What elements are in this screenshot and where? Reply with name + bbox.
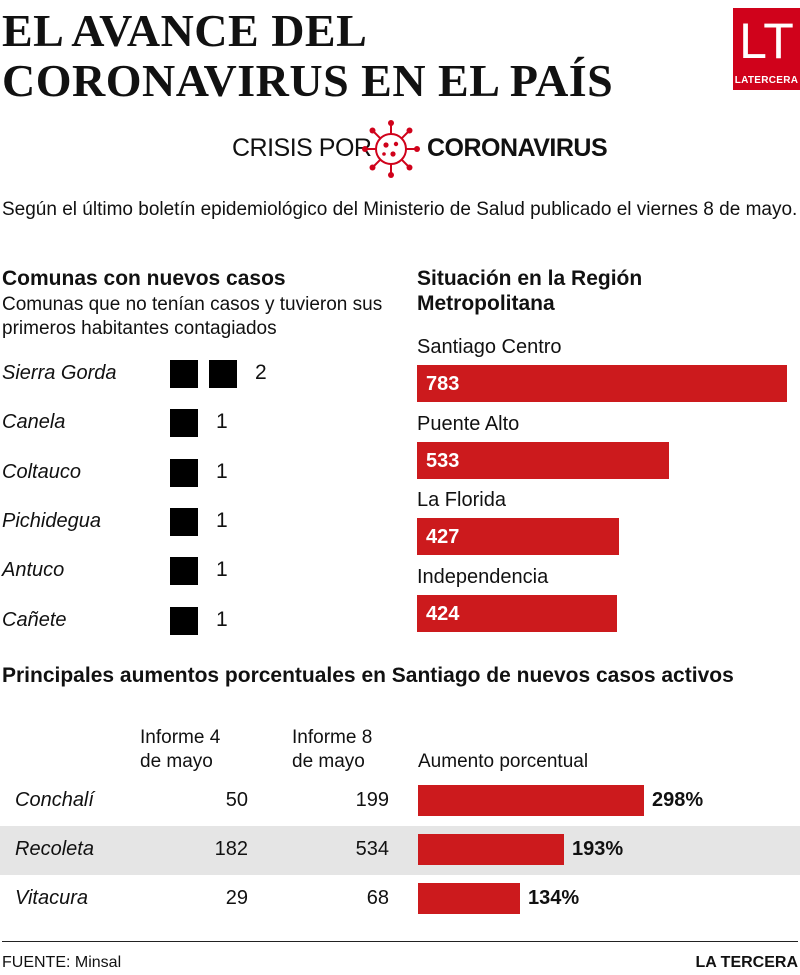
comuna-count-label: 2 (255, 361, 267, 384)
aumento-bar (418, 883, 520, 914)
crisis-prefix: CRISIS POR (232, 134, 372, 162)
aumento-bar (418, 785, 644, 816)
source-note: FUENTE: Minsal (2, 954, 122, 971)
crisis-banner: CRISIS POR CORONAVIRUS (0, 116, 800, 180)
logo-monogram: LT (739, 13, 794, 69)
comuna-label: Cañete (2, 609, 67, 631)
intro-text: Según el último boletín epidemiológico d… (2, 199, 798, 220)
logo-label: LATERCERA (734, 75, 799, 86)
rm-bar: 533 (417, 442, 669, 479)
table-cell-comuna: Vitacura (15, 887, 89, 909)
comuna-count-label: 1 (216, 460, 228, 483)
comuna-case-square (209, 360, 237, 388)
footer-divider (2, 941, 798, 942)
col-header-aumento: Aumento porcentual (418, 751, 589, 772)
crisis-brand: CORONAVIRUS (427, 134, 608, 162)
rm-category-label: Puente Alto (417, 413, 520, 435)
rm-value-label: 427 (426, 526, 460, 548)
table-cell-comuna: Conchalí (15, 789, 94, 811)
comunas-chart-subtitle: Comunas que no tenían casos y tuvieron s… (2, 294, 383, 339)
comuna-count-label: 1 (216, 509, 228, 532)
rm-value-label: 424 (426, 603, 460, 625)
coronavirus-icon (362, 120, 420, 178)
comuna-label: Antuco (2, 559, 65, 581)
comuna-case-square (170, 409, 198, 437)
comuna-label: Coltauco (2, 461, 81, 483)
table-row-shade (0, 826, 800, 875)
table-cell-comuna: Recoleta (15, 838, 94, 860)
rm-value-label: 783 (426, 373, 460, 395)
col-header-informe-8: Informe 8 de mayo (292, 727, 373, 772)
aumento-value-label: 193% (572, 838, 624, 860)
comuna-count-label: 1 (216, 608, 228, 631)
rm-category-label: Independencia (417, 566, 549, 588)
footer-brand: LA TERCERA (695, 954, 798, 971)
table-cell-informe-4: 29 (225, 887, 248, 909)
aumento-value-label: 134% (528, 887, 580, 909)
table-cell-informe-8: 68 (366, 887, 389, 909)
la-tercera-logo: LT LATERCERA (733, 8, 800, 90)
comuna-case-square (170, 557, 198, 585)
rm-bar: 783 (417, 365, 787, 402)
rm-bar: 427 (417, 518, 619, 555)
rm-value-label: 533 (426, 450, 460, 472)
col-header-informe-4: Informe 4 de mayo (140, 727, 221, 772)
comuna-count-label: 1 (216, 558, 228, 581)
page-title: EL AVANCE DEL CORONAVIRUS EN EL PAÍS (2, 5, 614, 106)
comuna-label: Pichidegua (2, 510, 101, 532)
comuna-count-label: 1 (216, 410, 228, 433)
rm-category-label: La Florida (417, 489, 506, 511)
comuna-case-square (170, 508, 198, 536)
rm-chart-title: Situación en la Región Metropolitana (417, 267, 643, 315)
comuna-label: Sierra Gorda (2, 362, 117, 384)
comuna-case-square (170, 607, 198, 635)
table-cell-informe-4: 50 (225, 789, 248, 811)
rm-category-label: Santiago Centro (417, 336, 562, 358)
aumento-value-label: 298% (652, 789, 704, 811)
rm-bar: 424 (417, 595, 617, 632)
table-cell-informe-8: 534 (355, 838, 389, 860)
table-cell-informe-4: 182 (214, 838, 248, 860)
comuna-case-square (170, 360, 198, 388)
comuna-label: Canela (2, 411, 66, 433)
table-cell-informe-8: 199 (355, 789, 389, 811)
comuna-case-square (170, 459, 198, 487)
comunas-chart-title: Comunas con nuevos casos (2, 267, 286, 290)
aumento-bar (418, 834, 564, 865)
pct-table-title: Principales aumentos porcentuales en San… (2, 664, 734, 687)
